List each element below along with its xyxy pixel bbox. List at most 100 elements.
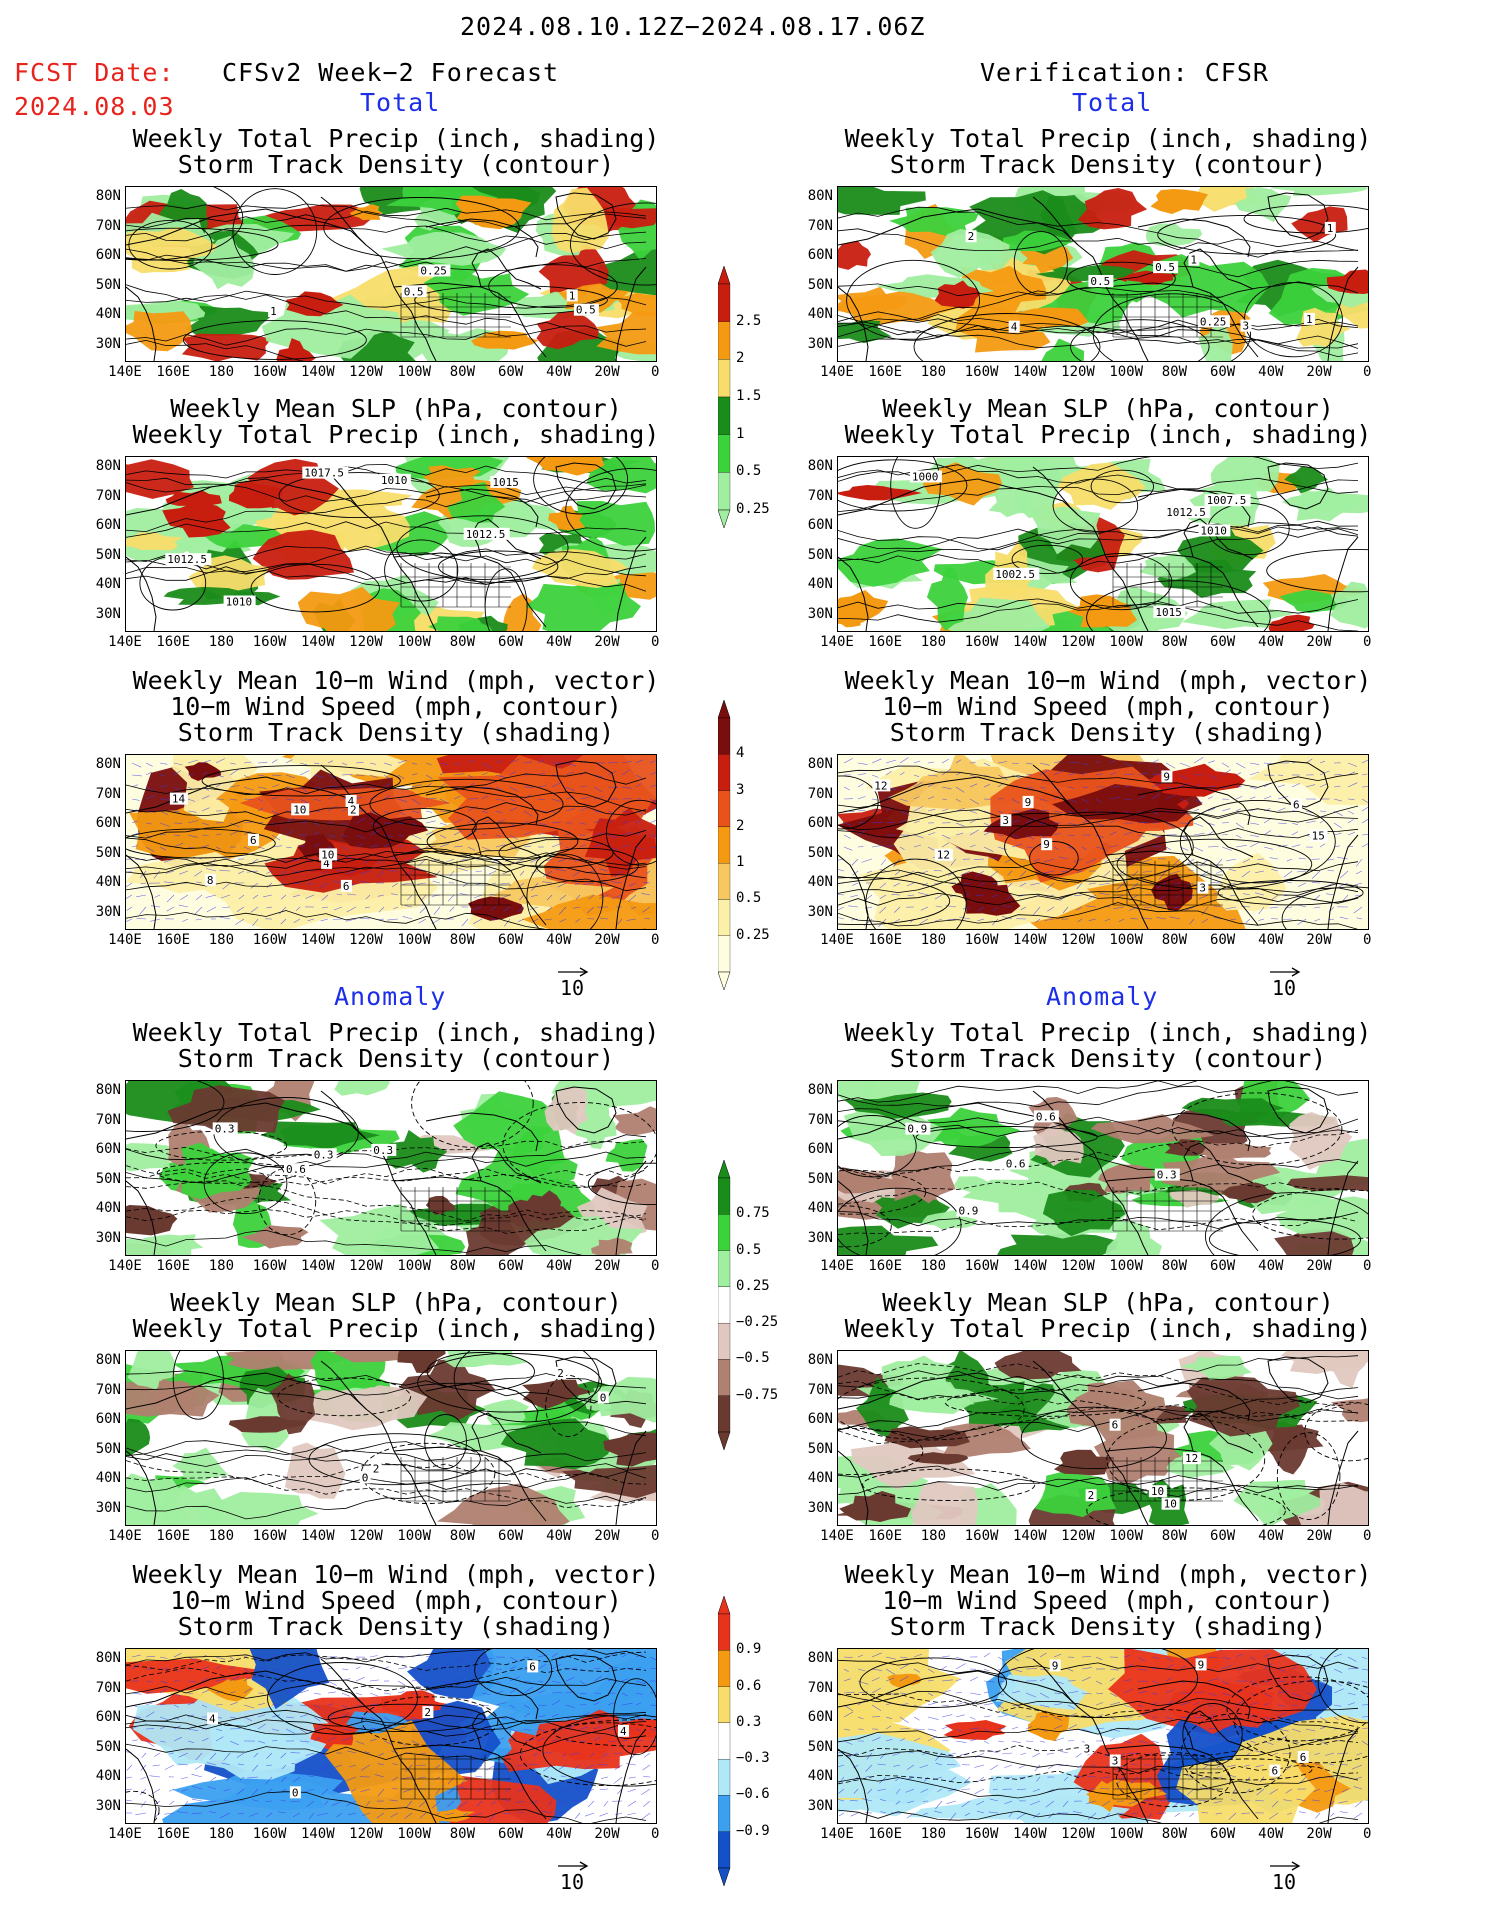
longitude-label: 160E [156,932,191,948]
longitude-label: 80W [449,1826,476,1842]
latitude-label: 70N [807,1381,833,1398]
longitude-label: 20W [1306,634,1332,650]
colorbar-tick-label: 0.5 [736,890,762,907]
map-verification-anomaly-precip-storm: 0.9 0.6 0.6 0.9 0.3 [837,1080,1369,1256]
longitude-label: 80W [449,1258,476,1274]
longitude-label: 140E [108,364,142,380]
colorbar-storm-density-anomaly: 0.9 0.6 0.3 −0.3 −0.6 −0.9 [717,1595,798,1887]
contour-label: 6 [1300,1751,1307,1764]
colorbar-tick-label: 1.5 [736,388,762,404]
wind-vector-reference: 10 [1268,1852,1302,1894]
contour-label: 3 [1199,882,1206,895]
longitude-label: 140E [820,1258,854,1274]
longitude-label: 80W [449,932,476,948]
colorbar-tick-label: −0.9 [736,1822,770,1839]
contour-label: 0.6 [286,1163,306,1176]
contour-label: 9 [1052,1659,1059,1672]
longitude-label: 160W [252,932,287,948]
longitude-label: 140W [1012,1528,1047,1544]
latitude-label: 30N [807,605,833,622]
longitude-label: 140W [1012,1826,1047,1842]
colorbar-tick-label: 2.5 [736,312,762,329]
longitude-label: 60W [1209,1528,1236,1544]
contour-label: 3 [1243,320,1250,333]
forecast-period-title: 2024.08.10.12Z−2024.08.17.06Z [460,12,926,41]
latitude-label: 80N [95,1352,121,1368]
contour-label: 0.3 [373,1144,393,1157]
contour-label: 0.3 [1157,1169,1177,1182]
latitude-label: 60N [807,247,833,263]
contour-label: 0.6 [1006,1158,1026,1171]
latitude-label: 30N [95,605,121,622]
longitude-label: 80W [1161,932,1188,948]
colorbar-tick-label: 0.25 [736,1277,770,1294]
latitude-label: 30N [95,335,121,352]
longitude-label: 160E [868,932,903,948]
longitude-label: 40W [1258,1826,1284,1842]
latitude-label: 60N [95,815,121,831]
latitude-label: 50N [807,276,833,293]
contour-label: 6 [1272,1765,1279,1778]
latitude-label: 40N [807,1200,833,1216]
latitude-label: 40N [95,1470,121,1486]
latitude-label: 70N [95,1111,121,1128]
longitude-label: 100W [397,634,432,650]
latitude-label: 40N [807,1768,833,1784]
latitude-label: 70N [95,1679,121,1696]
map-forecast-total-precip-storm: 1 0.5 0.5 0.25 1 [125,186,657,362]
contour-label: 1012.5 [1166,506,1206,519]
map-verification-total-precip-storm: 0.25 1 1 0.5 3 1 2 4 0.5 [837,186,1369,362]
contour-label: 2 [557,1367,564,1380]
longitude-label: 40W [546,1826,572,1842]
map-verification-anomaly-wind-storm: 9 6 3 3 6 9 [837,1648,1369,1824]
colorbar-tick-label: −0.75 [736,1386,779,1403]
longitude-label: 140W [1012,1258,1047,1274]
panel-title: Weekly Total Precip (inch, shading) Stor… [844,124,1372,179]
contour-label: 1010 [381,474,408,487]
latitude-label: 70N [807,217,833,234]
latitude-label: 70N [807,785,833,802]
contour-label: 2 [424,1706,431,1719]
longitude-label: 80W [1161,1826,1188,1842]
fcst-date-label: FCST Date: [14,58,175,87]
longitude-label: 160E [156,634,191,650]
latitude-label: 50N [95,276,121,293]
longitude-label: 40W [546,634,572,650]
longitude-label: 180 [208,1528,235,1544]
longitude-label: 20W [594,1528,620,1544]
longitude-label: 140E [108,1826,142,1842]
latitude-label: 50N [807,546,833,563]
fcst-date-value: 2024.08.03 [14,92,175,121]
longitude-label: 20W [594,634,620,650]
vector-arrow-icon [558,967,589,977]
colorbar-tick-label: 0.5 [736,463,762,480]
longitude-label: 80W [449,634,476,650]
latitude-label: 30N [807,1499,833,1516]
contour-label: 6 [529,1660,536,1673]
contour-label: 6 [1112,1419,1119,1432]
panel-title: Weekly Mean 10−m Wind (mph, vector) 10−m… [844,666,1372,747]
contour-label: 0 [362,1472,369,1485]
colorbar-tick-label: −0.6 [736,1786,770,1803]
contour-label: 10 [293,803,306,816]
longitude-label: 160W [252,1258,287,1274]
colorbar-tick-label: 0.75 [736,1205,770,1222]
longitude-label: 100W [397,1258,432,1274]
longitude-label: 160W [252,1826,287,1842]
contour-label: 1007.5 [1207,494,1247,507]
vector-reference-value: 10 [1272,976,1297,1000]
longitude-label: 60W [1209,1826,1236,1842]
latitude-label: 40N [95,1200,121,1216]
longitude-label: 60W [1209,364,1236,380]
colorbar-tick-label: −0.5 [736,1350,770,1367]
latitude-label: 60N [95,1411,121,1427]
map-verification-total-slp-precip: 1015 1002.5 1007.5 1010 1012.5 1000 [837,456,1369,632]
contour-label: 2 [350,804,357,817]
latitude-label: 40N [807,1470,833,1486]
longitude-label: 140E [820,1528,854,1544]
longitude-label: 120W [349,1826,383,1842]
panel-title: Weekly Mean SLP (hPa, contour) Weekly To… [132,394,660,449]
vector-reference-value: 10 [560,976,585,1000]
longitude-label: 80W [1161,1528,1188,1544]
latitude-label: 70N [807,1679,833,1696]
